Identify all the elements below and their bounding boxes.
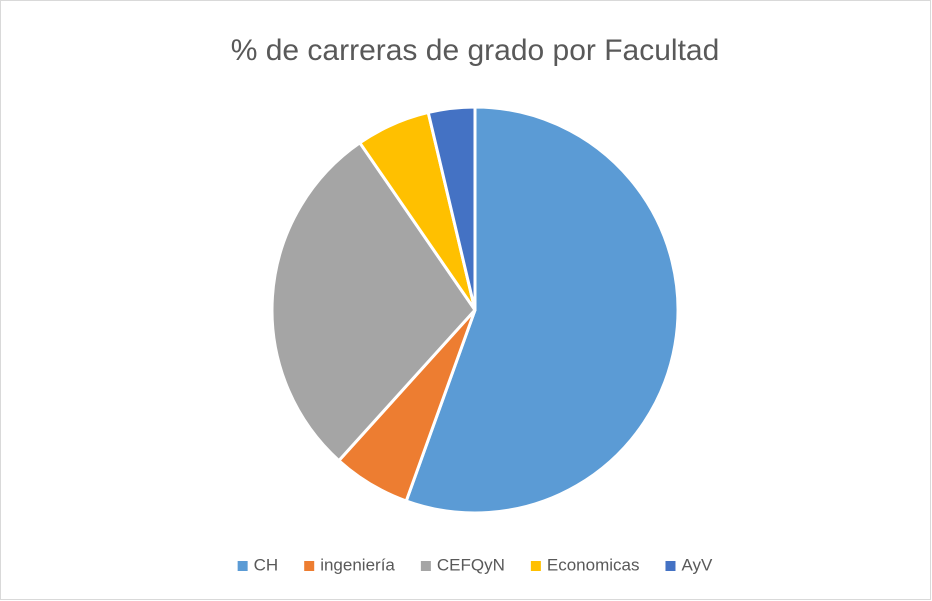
legend-marker [237, 561, 248, 571]
legend-marker [665, 561, 676, 571]
legend-marker [304, 561, 315, 571]
legend-text: ingeniería [320, 555, 395, 574]
pie-slice [270, 141, 477, 463]
legend-marker [530, 561, 541, 571]
chart-title: % de carreras de grado por Facultad [231, 34, 720, 67]
legend-marker [420, 561, 431, 571]
legend-text: CH [254, 555, 279, 574]
pie-slice [426, 105, 477, 312]
pie-slice [404, 105, 680, 515]
legend-text: CEFQyN [437, 555, 505, 574]
legend: CH ingeniería CEFQyN Economicas AyV [237, 555, 713, 574]
legend-text: Economicas [547, 555, 640, 574]
legend-text: AyV [681, 555, 713, 574]
